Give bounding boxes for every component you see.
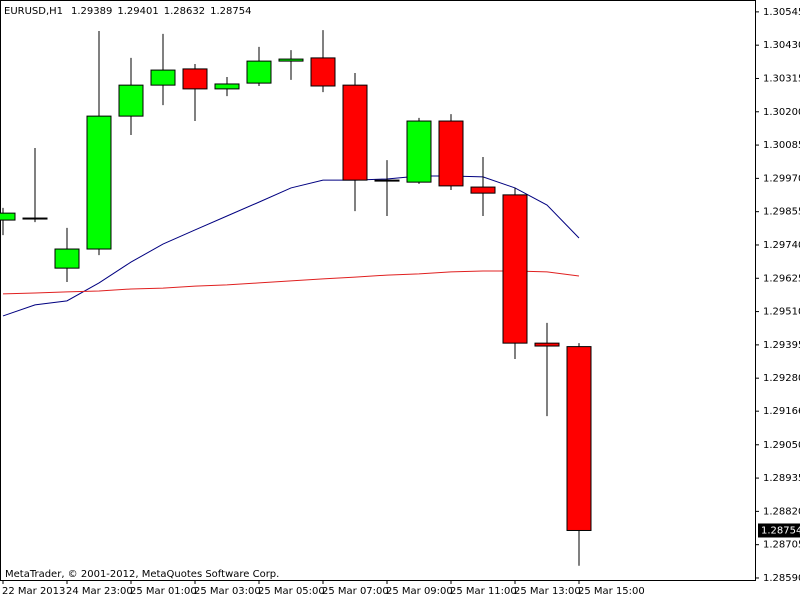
y-tick-label: 1.29050 (763, 440, 800, 451)
y-tick-label: 1.29395 (763, 340, 800, 351)
moving-average (2, 270, 580, 295)
price-marker (758, 523, 800, 538)
candle-body (374, 179, 400, 182)
candle-body (246, 60, 272, 84)
candle-body (214, 83, 240, 90)
candle-body (534, 342, 560, 347)
x-tick-label: 25 Mar 15:00 (578, 586, 645, 597)
y-tick-label: 1.29970 (763, 173, 800, 184)
x-tick-label: 25 Mar 13:00 (514, 586, 581, 597)
footer: MetaTrader, © 2001-2012, MetaQuotes Soft… (5, 569, 279, 580)
candle-body (86, 115, 112, 250)
y-tick-label: 1.28590 (763, 573, 800, 584)
y-tick-label: 1.28820 (763, 506, 800, 517)
y-tick-label: 1.30200 (763, 107, 800, 118)
x-tick-label: 22 Mar 2013 (2, 586, 65, 597)
candle-body (278, 58, 304, 62)
x-tick-label: 24 Mar 23:00 (66, 586, 133, 597)
y-tick-label: 1.29510 (763, 307, 800, 318)
candle-body (22, 217, 48, 220)
candle-body (310, 57, 336, 87)
chart-header: EURUSD,H1 1.29389 1.29401 1.28632 1.28754 (4, 6, 251, 17)
candle-body (54, 248, 80, 269)
y-tick-label: 1.29855 (763, 207, 800, 218)
x-tick-label: 25 Mar 03:00 (194, 586, 261, 597)
candle-body (566, 346, 592, 531)
candle-body (182, 68, 208, 90)
y-tick-label: 1.28705 (763, 540, 800, 551)
candle-body (406, 120, 432, 183)
last-high: 1.29401 (117, 6, 158, 17)
y-tick-label: 1.29740 (763, 240, 800, 251)
candle-body (0, 212, 16, 221)
y-tick-label: 1.30545 (763, 7, 800, 18)
y-tick-label: 1.30315 (763, 73, 800, 84)
symbol: EURUSD,H1 (4, 6, 63, 17)
x-tick-label: 25 Mar 01:00 (130, 586, 197, 597)
last-open: 1.29389 (71, 6, 112, 17)
y-tick-label: 1.30085 (763, 140, 800, 151)
y-tick-label: 1.29280 (763, 373, 800, 384)
plot-frame (0, 0, 756, 581)
x-tick-label: 25 Mar 05:00 (258, 586, 325, 597)
y-tick-label: 1.29625 (763, 273, 800, 284)
x-tick-label: 25 Mar 07:00 (322, 586, 389, 597)
candle-body (502, 194, 528, 344)
y-tick-label: 1.28935 (763, 473, 800, 484)
x-tick-label: 25 Mar 11:00 (450, 586, 517, 597)
last-low: 1.28632 (164, 6, 205, 17)
candle-body (470, 186, 496, 194)
last-close: 1.28754 (210, 6, 251, 17)
y-tick-label: 1.30430 (763, 40, 800, 51)
x-tick-label: 25 Mar 09:00 (386, 586, 453, 597)
price-marker-label: 1.28754 (761, 525, 800, 536)
candle-body (118, 84, 144, 117)
candle-body (150, 69, 176, 86)
candle-body (342, 84, 368, 181)
y-tick-label: 1.29166 (763, 406, 800, 417)
candle-body (438, 120, 464, 187)
